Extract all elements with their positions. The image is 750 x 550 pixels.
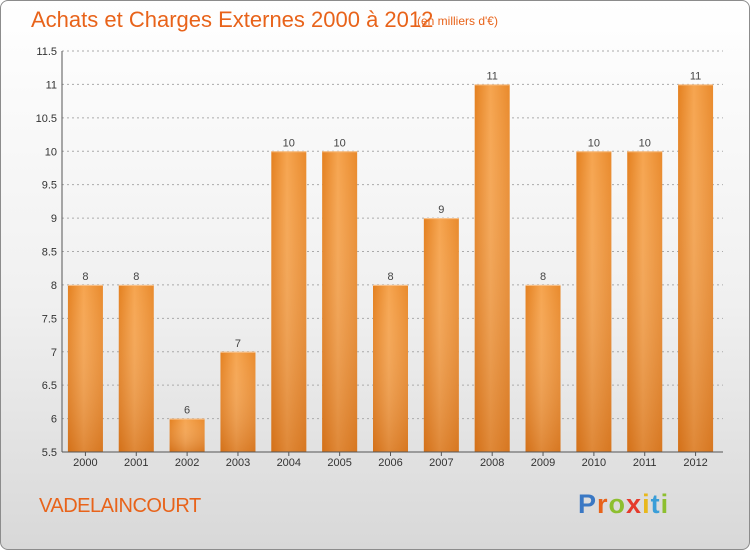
data-label: 7	[235, 338, 241, 350]
y-tick-label: 10.5	[36, 113, 57, 125]
logo-letter: P	[578, 489, 598, 519]
y-tick-label: 9.5	[42, 180, 57, 192]
bar-shade	[627, 151, 663, 452]
bar-shade	[271, 151, 307, 452]
bar-shade	[576, 151, 612, 452]
y-tick-label: 6	[51, 414, 57, 426]
data-label: 8	[387, 271, 393, 283]
y-tick-label: 8	[51, 280, 57, 292]
y-tick-label: 10	[45, 146, 57, 158]
x-tick-label: 2002	[175, 457, 199, 469]
bar-shade	[474, 84, 510, 453]
y-tick-label: 11	[46, 79, 57, 91]
y-tick-label: 7.5	[42, 313, 57, 325]
y-tick-label: 9	[51, 213, 57, 225]
x-tick-label: 2011	[633, 457, 657, 469]
bar-shade	[678, 84, 714, 453]
x-tick-label: 2006	[378, 457, 402, 469]
x-tick-label: 2004	[277, 457, 301, 469]
logo-letter: t	[650, 489, 661, 519]
y-tick-label: 6.5	[42, 380, 57, 392]
x-tick-label: 2012	[683, 457, 707, 469]
data-label: 10	[639, 137, 651, 149]
bar-shade	[169, 418, 205, 452]
bar-shade	[423, 218, 459, 452]
x-tick-label: 2010	[582, 457, 606, 469]
bar-shade	[373, 284, 408, 452]
x-tick-label: 2001	[124, 457, 148, 469]
data-label: 8	[82, 271, 88, 283]
bar-shade	[67, 284, 103, 452]
chart-unit: (en milliers d'€)	[417, 14, 498, 28]
bar-shade	[525, 284, 561, 452]
bar-shade	[118, 284, 154, 452]
logo-letter: i	[642, 489, 651, 519]
logo-letter: r	[597, 489, 609, 519]
y-tick-label: 5.5	[42, 447, 57, 459]
x-tick-label: 2009	[531, 457, 555, 469]
logo-letter: i	[660, 489, 670, 519]
city-name: VADELAINCOURT	[39, 495, 201, 517]
x-tick-label: 2005	[327, 457, 351, 469]
data-label: 11	[486, 70, 497, 82]
bar-shade	[322, 151, 358, 452]
y-tick-label: 7	[51, 347, 57, 359]
x-tick-label: 2003	[226, 457, 250, 469]
data-label: 11	[690, 70, 701, 82]
logo-letter: o	[608, 489, 627, 519]
x-tick-label: 2000	[73, 457, 97, 469]
data-label: 10	[588, 137, 600, 149]
data-label: 8	[133, 271, 139, 283]
x-tick-label: 2007	[429, 457, 453, 469]
data-label: 6	[184, 405, 190, 417]
x-tick-label: 2008	[480, 457, 504, 469]
y-tick-label: 8.5	[42, 247, 57, 259]
data-label: 8	[540, 271, 546, 283]
data-label: 9	[438, 204, 444, 216]
chart-title: Achats et Charges Externes 2000 à 2012	[31, 7, 434, 32]
proxiti-logo: Proxiti	[578, 489, 669, 520]
data-label: 10	[283, 137, 295, 149]
data-label: 10	[334, 137, 346, 149]
logo-letter: x	[626, 489, 643, 519]
bar-shade	[220, 351, 256, 452]
y-tick-label: 11.5	[36, 46, 57, 58]
